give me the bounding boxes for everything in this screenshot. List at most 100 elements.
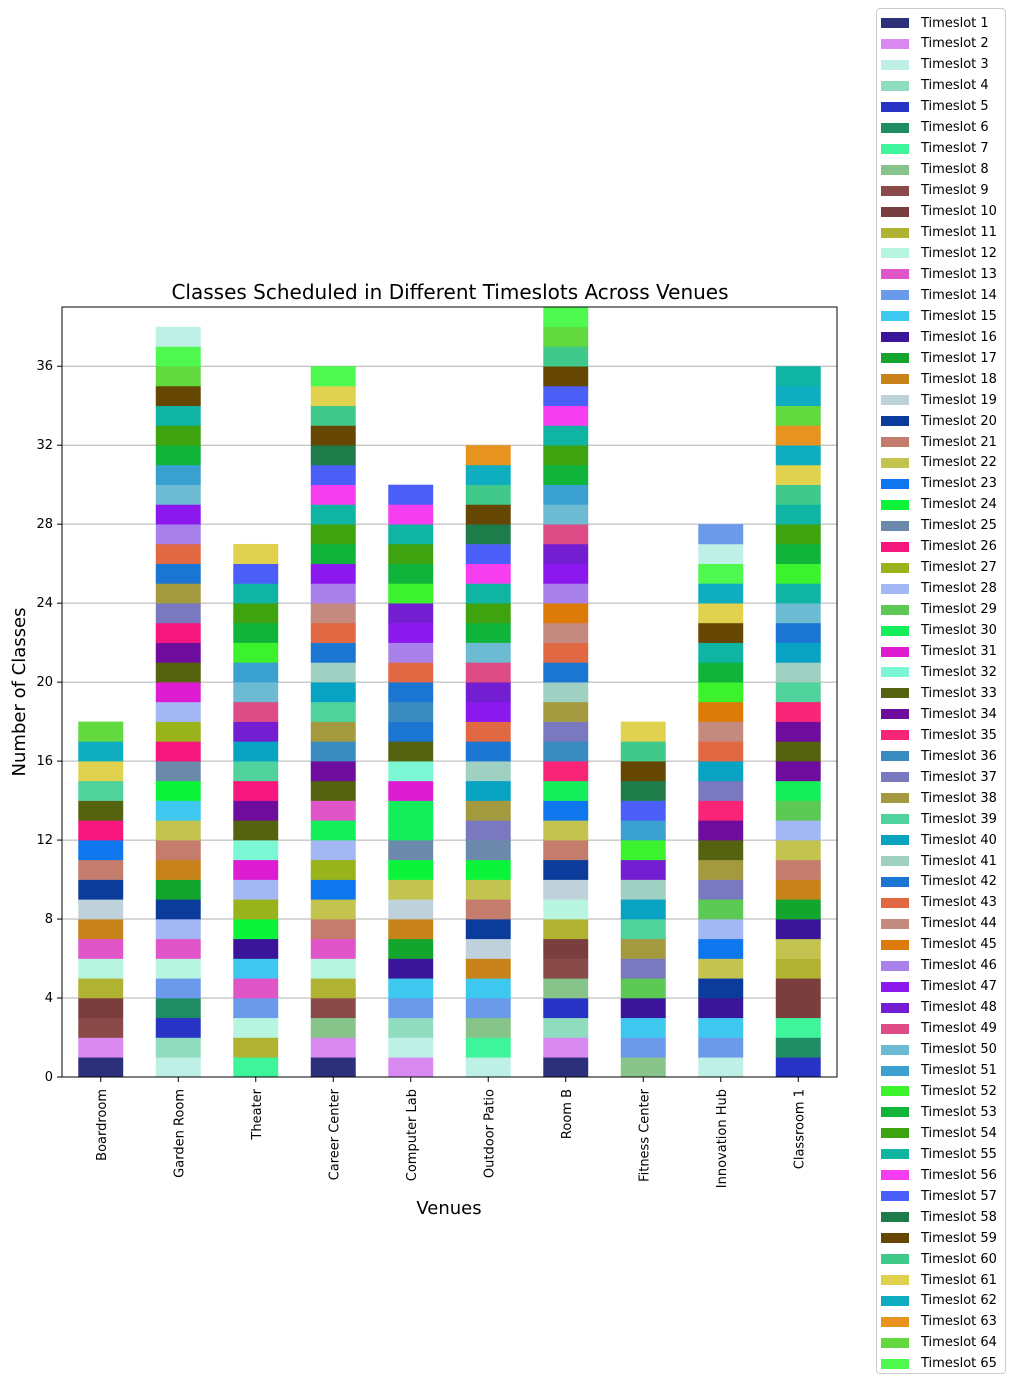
bar-segment xyxy=(155,820,201,841)
bar-segment xyxy=(543,840,589,861)
bar-segment xyxy=(775,583,821,604)
y-tick-label: 28 xyxy=(36,517,53,532)
bar-segment xyxy=(465,504,511,525)
legend-entry: Timeslot 43 xyxy=(881,894,997,912)
bar-segment xyxy=(388,780,434,801)
bar-segment xyxy=(620,1057,666,1078)
legend-swatch xyxy=(881,248,909,259)
bar-segment xyxy=(543,563,589,584)
bar-segment xyxy=(620,780,666,801)
legend-label: Timeslot 13 xyxy=(921,266,997,282)
legend-entry: Timeslot 34 xyxy=(881,705,997,723)
bar-segment xyxy=(543,1037,589,1058)
y-tick-label: 12 xyxy=(36,833,53,848)
bar-segment xyxy=(233,958,279,979)
legend-swatch xyxy=(881,206,909,217)
bar-segment xyxy=(310,464,356,485)
legend-entry: Timeslot 37 xyxy=(881,768,997,786)
bar-segment xyxy=(698,583,744,604)
legend-label: Timeslot 47 xyxy=(921,979,997,995)
bar-segment xyxy=(310,484,356,505)
legend-swatch xyxy=(881,939,909,950)
bar-segment xyxy=(155,662,201,683)
y-tick-label: 16 xyxy=(36,754,53,769)
bar-stack xyxy=(775,366,821,1078)
bar-segment xyxy=(775,464,821,485)
legend-label: Timeslot 46 xyxy=(921,958,997,974)
bar-segment xyxy=(78,879,124,900)
legend-label: Timeslot 3 xyxy=(921,57,989,73)
bar-segment xyxy=(698,701,744,722)
legend-entry: Timeslot 9 xyxy=(881,182,989,200)
legend-label: Timeslot 54 xyxy=(921,1125,997,1141)
bar-segment xyxy=(465,524,511,545)
legend-swatch xyxy=(881,38,909,49)
legend-label: Timeslot 57 xyxy=(921,1188,997,1204)
legend-swatch xyxy=(881,311,909,322)
legend-swatch xyxy=(881,290,909,301)
bar-segment xyxy=(543,543,589,564)
bar-segment xyxy=(155,583,201,604)
bar-segment xyxy=(465,603,511,624)
bar-segment xyxy=(233,859,279,880)
bar-stack xyxy=(543,307,589,1078)
legend-label: Timeslot 31 xyxy=(921,644,997,659)
legend-label: Timeslot 26 xyxy=(921,539,997,555)
bar-segment xyxy=(310,524,356,545)
bar-segment xyxy=(465,919,511,940)
bar-segment xyxy=(388,662,434,683)
bar-segment xyxy=(388,978,434,999)
bar-segment xyxy=(543,346,589,367)
bar-segment xyxy=(388,543,434,564)
bar-segment xyxy=(388,741,434,762)
legend-label: Timeslot 15 xyxy=(921,308,997,324)
bar-segment xyxy=(78,938,124,959)
legend-entry: Timeslot 64 xyxy=(881,1334,997,1352)
legend-swatch xyxy=(881,856,909,866)
legend-label: Timeslot 29 xyxy=(921,602,997,618)
bar-segment xyxy=(388,682,434,703)
legend-swatch xyxy=(881,1254,909,1265)
bar-segment xyxy=(775,761,821,782)
legend-entry: Timeslot 20 xyxy=(881,412,997,430)
bar-segment xyxy=(310,583,356,604)
bar-segment xyxy=(775,780,821,801)
legend-label: Timeslot 44 xyxy=(921,916,997,932)
legend-entry: Timeslot 16 xyxy=(881,328,997,346)
bar-segment xyxy=(233,543,279,564)
bar-segment xyxy=(155,1017,201,1038)
x-tick-label: Career Center xyxy=(327,1088,342,1180)
legend-swatch xyxy=(881,709,909,720)
bar-segment xyxy=(698,543,744,564)
bar-segment xyxy=(465,1037,511,1058)
bar-segment xyxy=(78,978,124,999)
bar-segment xyxy=(698,1057,744,1078)
legend-swatch xyxy=(881,1275,909,1285)
legend-entry: Timeslot 29 xyxy=(881,601,997,619)
bar-segment xyxy=(233,603,279,624)
legend-label: Timeslot 38 xyxy=(921,790,997,806)
bar-segment xyxy=(465,978,511,999)
legend-label: Timeslot 22 xyxy=(921,455,997,471)
bar-segment xyxy=(388,642,434,663)
legend-label: Timeslot 30 xyxy=(921,623,997,639)
legend-entry: Timeslot 53 xyxy=(881,1103,997,1121)
y-axis-ticks: 0 4 8 12 16 20 24 28 32 36 xyxy=(36,359,62,1085)
bar-segment xyxy=(233,800,279,821)
legend-swatch xyxy=(881,835,909,846)
legend-label: Timeslot 63 xyxy=(921,1314,997,1330)
bar-segment xyxy=(155,978,201,999)
legend-swatch xyxy=(881,960,909,971)
bar-segment xyxy=(465,840,511,861)
bar-segment xyxy=(465,583,511,604)
x-tick-label: Fitness Center xyxy=(637,1088,652,1182)
legend-entry: Timeslot 42 xyxy=(881,873,997,891)
bar-segment xyxy=(698,978,744,999)
legend-label: Timeslot 12 xyxy=(921,245,997,261)
bar-segment xyxy=(543,1017,589,1038)
legend-swatch xyxy=(881,1002,909,1013)
legend-entry: Timeslot 58 xyxy=(881,1208,997,1226)
legend-label: Timeslot 61 xyxy=(921,1272,997,1288)
bar-segment xyxy=(233,840,279,861)
legend-entry: Timeslot 15 xyxy=(881,307,997,325)
